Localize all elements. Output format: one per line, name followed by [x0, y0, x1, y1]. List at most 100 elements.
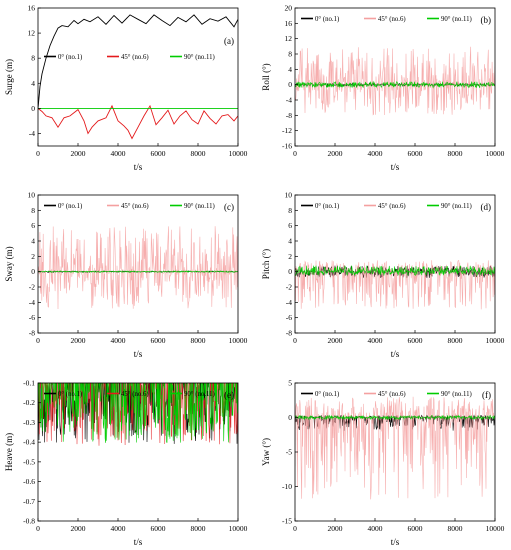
- x-tick-label: 2000: [71, 524, 86, 533]
- x-tick-label: 2000: [328, 336, 343, 345]
- x-tick-label: 6000: [408, 524, 423, 533]
- legend-entry: 90° (no.11): [441, 203, 472, 210]
- y-tick-label: -2: [29, 283, 35, 292]
- y-tick-label: 0: [288, 267, 292, 276]
- plot-frame: [37, 382, 239, 522]
- y-axis-label: Yaw (°): [261, 438, 271, 466]
- y-tick-label: -0.6: [23, 477, 35, 486]
- plot-area: [295, 396, 495, 500]
- y-tick-label: 20: [285, 4, 293, 13]
- x-tick-label: 6000: [408, 149, 423, 158]
- x-tick-label: 8000: [448, 524, 463, 533]
- x-tick-label: 4000: [111, 336, 126, 345]
- y-tick-label: -15: [282, 517, 292, 526]
- x-tick-label: 10000: [229, 524, 248, 533]
- plot-frame: [294, 7, 496, 147]
- x-axis-label: t/s: [134, 349, 143, 359]
- x-tick-label: 0: [36, 336, 40, 345]
- y-tick-label: -5: [286, 448, 292, 457]
- x-tick-label: 2000: [328, 149, 343, 158]
- x-axis-label: t/s: [391, 162, 400, 172]
- y-tick-label: -4: [286, 298, 292, 307]
- y-tick-label: -0.1: [23, 379, 35, 388]
- y-tick-label: 6: [288, 221, 292, 230]
- x-tick-label: 6000: [151, 336, 166, 345]
- chart-panel-1: 0 2000 4000 6000 8000 10000 -4 0 4 8 12 16 t/s Surge …: [4, 4, 248, 173]
- y-tick-label: -0.7: [23, 497, 35, 506]
- legend-entry: 90° (no.11): [441, 391, 472, 398]
- x-tick-label: 8000: [191, 336, 206, 345]
- x-axis-label: t/s: [391, 349, 400, 359]
- y-tick-label: 12: [28, 29, 36, 38]
- x-tick-label: 4000: [368, 524, 383, 533]
- x-tick-label: 10000: [229, 336, 248, 345]
- panel-label: (c): [224, 202, 234, 212]
- plot-frame: [294, 194, 496, 334]
- y-tick-label: 12: [285, 34, 293, 43]
- y-tick-label: -8: [286, 111, 292, 120]
- panel-label: (e): [224, 390, 234, 400]
- y-tick-label: 5: [288, 379, 292, 388]
- x-tick-label: 2000: [71, 336, 86, 345]
- x-tick-label: 8000: [448, 336, 463, 345]
- y-tick-label: 8: [288, 206, 292, 215]
- legend-entry: 45° (no.6): [121, 54, 149, 61]
- y-tick-label: 10: [28, 191, 36, 200]
- y-tick-label: -16: [282, 142, 292, 151]
- plot-area: [295, 46, 495, 116]
- legend-entry: 90° (no.11): [184, 391, 215, 398]
- y-axis-label: Roll (°): [261, 63, 271, 90]
- chart-panel-5: 0 2000 4000 6000 8000 10000 -0.8 -0.7 -0.6 -0.5 -0…: [4, 379, 248, 548]
- series-line-2: [295, 396, 495, 500]
- legend-entry: 0° (no.1): [58, 54, 82, 61]
- x-tick-label: 2000: [328, 524, 343, 533]
- x-tick-label: 4000: [111, 149, 126, 158]
- x-tick-label: 8000: [191, 524, 206, 533]
- y-tick-label: 4: [288, 237, 292, 246]
- chart-panel-3: 0 2000 4000 6000 8000 10000 -8 -6 -4 -2 0 2 4 6 8 10 t/s…: [4, 191, 248, 360]
- y-tick-label: 4: [288, 65, 292, 74]
- x-tick-label: 8000: [191, 149, 206, 158]
- series-line-2: [38, 383, 238, 446]
- y-tick-label: 8: [31, 54, 35, 63]
- legend-entry: 90° (no.11): [184, 203, 215, 210]
- x-tick-label: 0: [293, 149, 297, 158]
- x-tick-label: 0: [36, 149, 40, 158]
- y-tick-label: -4: [29, 298, 35, 307]
- x-tick-label: 0: [293, 336, 297, 345]
- y-tick-label: 10: [285, 191, 293, 200]
- x-tick-label: 4000: [368, 336, 383, 345]
- x-tick-label: 8000: [448, 149, 463, 158]
- series-line-3: [295, 414, 495, 421]
- panel-label: (a): [224, 36, 234, 46]
- series-line-3: [295, 265, 495, 277]
- y-tick-label: 0: [288, 80, 292, 89]
- y-tick-label: -4: [286, 96, 292, 105]
- legend-entry: 45° (no.6): [378, 391, 406, 398]
- legend-entry: 0° (no.1): [58, 203, 82, 210]
- y-tick-label: 2: [31, 252, 35, 261]
- y-tick-label: 0: [31, 267, 35, 276]
- x-tick-label: 0: [36, 524, 40, 533]
- y-tick-label: 4: [31, 237, 35, 246]
- x-tick-label: 10000: [486, 336, 505, 345]
- y-tick-label: -2: [286, 283, 292, 292]
- y-tick-label: -8: [286, 329, 292, 338]
- plot-area: [38, 226, 238, 310]
- series-line-2: [38, 226, 238, 310]
- legend-entry: 0° (no.1): [315, 16, 339, 23]
- y-axis-label: Pitch (°): [261, 249, 271, 279]
- chart-panel-4: 0 2000 4000 6000 8000 10000 -8 -6 -4 -2 0 2 4 6 8 10 t/s…: [261, 191, 505, 360]
- legend-entry: 45° (no.6): [378, 16, 406, 23]
- y-tick-label: 8: [288, 50, 292, 59]
- y-tick-label: 16: [285, 19, 293, 28]
- panel-label: (f): [482, 390, 491, 400]
- y-tick-label: -4: [29, 129, 35, 138]
- y-tick-label: 6: [31, 221, 35, 230]
- legend-entry: 45° (no.6): [121, 203, 149, 210]
- y-tick-label: 16: [28, 4, 36, 13]
- x-tick-label: 4000: [368, 149, 383, 158]
- y-tick-label: 8: [31, 206, 35, 215]
- legend-entry: 0° (no.1): [58, 391, 82, 398]
